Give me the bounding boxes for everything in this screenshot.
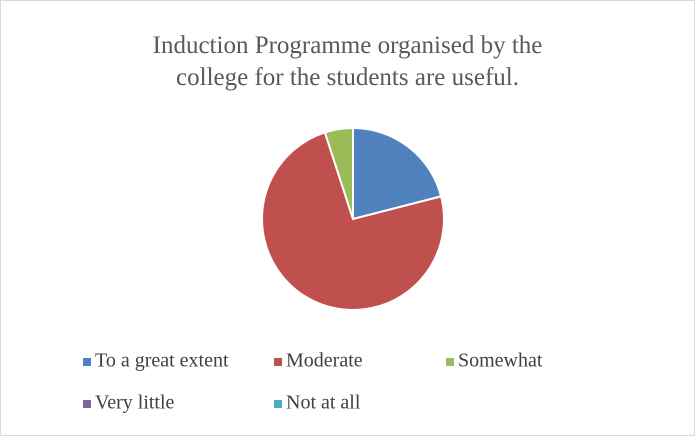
legend-label: Not at all [286, 392, 361, 414]
pie-slice [261, 131, 445, 311]
legend-swatch [446, 358, 454, 366]
legend-swatch [83, 400, 91, 408]
pie-slice [352, 126, 443, 221]
chart-title: Induction Programme organised by the col… [152, 32, 543, 91]
legend-swatch [274, 358, 282, 366]
legend-label: Moderate [286, 350, 363, 372]
legend-label: To a great extent [95, 350, 229, 372]
legend-label: Very little [95, 392, 175, 414]
legend-swatch [274, 400, 282, 408]
legend-label: Somewhat [458, 350, 543, 372]
title-box: Induction Programme organised by the col… [0, 30, 695, 94]
legend-swatch [83, 358, 91, 366]
